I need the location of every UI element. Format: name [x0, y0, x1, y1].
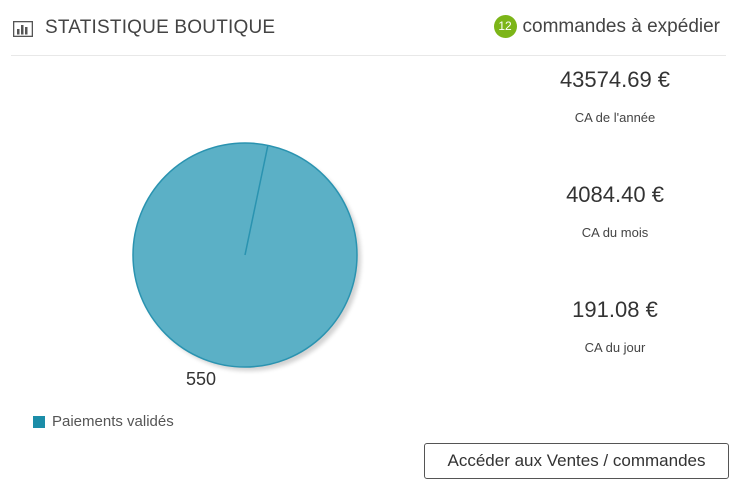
- widget-title: STATISTIQUE BOUTIQUE: [45, 17, 276, 38]
- stat-value: 191.08 €: [572, 297, 658, 322]
- header-divider: [11, 55, 726, 56]
- pie-slice-seam: [244, 145, 269, 256]
- legend-label-paiements-valides: Paiements validés: [52, 413, 174, 430]
- stat-ca-jour: 191.08 € CA du jour: [500, 297, 730, 355]
- pie-chart: [128, 142, 368, 382]
- stat-value: 43574.69 €: [559, 67, 671, 92]
- bar-chart-icon: [13, 21, 33, 37]
- stat-label: CA de l'année: [574, 110, 656, 125]
- chart-legend[interactable]: Paiements validés: [33, 413, 174, 430]
- widget-header: STATISTIQUE BOUTIQUE 12 commandes à expé…: [0, 0, 737, 56]
- stat-label: CA du jour: [584, 340, 646, 355]
- pending-orders-badge: 12: [493, 15, 517, 38]
- pending-orders-link[interactable]: 12 commandes à expédier: [493, 15, 721, 38]
- stat-ca-annee: 43574.69 € CA de l'année: [500, 67, 730, 125]
- legend-swatch: [33, 415, 45, 428]
- pending-orders-label: commandes à expédier: [522, 15, 721, 37]
- stat-value: 4084.40 €: [566, 182, 664, 207]
- stat-ca-mois: 4084.40 € CA du mois: [500, 182, 730, 240]
- stat-label: CA du mois: [581, 225, 649, 240]
- pie-data-label: 550: [186, 369, 217, 389]
- orders-button[interactable]: Accéder aux Ventes / commandes: [424, 443, 729, 479]
